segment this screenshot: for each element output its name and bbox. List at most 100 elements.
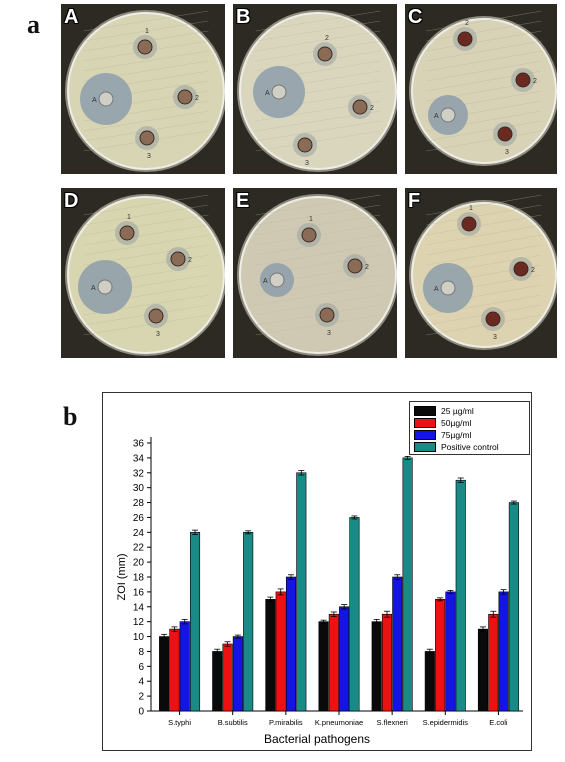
legend-label: Positive control bbox=[441, 441, 499, 452]
bar-3-4 bbox=[339, 606, 350, 712]
y-tick-label: 36 bbox=[133, 439, 145, 450]
plate-photo-b: 2 2 3 A B bbox=[233, 4, 397, 174]
y-tick-label: 20 bbox=[133, 558, 145, 569]
bar-4-1 bbox=[189, 532, 201, 712]
y-tick-label: 18 bbox=[133, 573, 145, 584]
svg-text:2: 2 bbox=[195, 95, 199, 102]
bar-3-5 bbox=[392, 576, 403, 712]
x-tick-label: S.typhi bbox=[168, 718, 191, 727]
svg-text:A: A bbox=[263, 278, 268, 285]
x-tick-label: B.subtilis bbox=[218, 718, 248, 727]
plate-photo-c: 2 2 3 A C bbox=[405, 4, 557, 174]
x-tick-label: K.pneumoniae bbox=[315, 718, 363, 727]
bar-1-3 bbox=[265, 599, 276, 712]
legend-entry: 75µg/ml bbox=[414, 429, 471, 440]
legend-swatch bbox=[414, 429, 436, 440]
svg-text:3: 3 bbox=[505, 149, 509, 156]
legend-label: 75µg/ml bbox=[441, 429, 472, 440]
y-tick-label: 34 bbox=[133, 453, 145, 464]
bar-2-7 bbox=[488, 613, 499, 712]
y-axis-label: ZOI (mm) bbox=[116, 553, 128, 600]
svg-text:3: 3 bbox=[156, 331, 160, 338]
plate-label: C bbox=[408, 6, 423, 28]
plate-label: D bbox=[64, 190, 79, 212]
legend-entry: 25 µg/ml bbox=[414, 405, 474, 416]
svg-text:3: 3 bbox=[493, 334, 497, 341]
y-tick-label: 32 bbox=[133, 468, 145, 479]
bar-2-3 bbox=[275, 591, 286, 712]
plate-photo-e: 1 2 3 A E bbox=[233, 188, 397, 358]
y-tick-label: 24 bbox=[133, 528, 145, 539]
svg-text:1: 1 bbox=[469, 205, 473, 212]
y-tick-label: 4 bbox=[138, 677, 144, 688]
svg-text:1: 1 bbox=[145, 28, 149, 35]
svg-text:2: 2 bbox=[365, 264, 369, 271]
x-tick-label: S.epidermidis bbox=[423, 718, 469, 727]
legend-swatch bbox=[414, 405, 436, 416]
bar-3-2 bbox=[232, 636, 243, 712]
y-tick-label: 22 bbox=[133, 543, 145, 554]
plate-label: A bbox=[64, 6, 79, 28]
x-tick-label: S.flexneri bbox=[377, 718, 409, 727]
y-tick-label: 0 bbox=[138, 707, 144, 718]
bar-1-1 bbox=[159, 636, 170, 712]
bar-1-2 bbox=[212, 651, 223, 712]
legend-swatch bbox=[414, 417, 436, 428]
bar-1-4 bbox=[318, 621, 329, 712]
bar-1-6 bbox=[424, 651, 435, 712]
y-tick-label: 2 bbox=[138, 692, 144, 703]
bar-2-6 bbox=[435, 599, 446, 712]
svg-text:A: A bbox=[265, 90, 270, 97]
plate-label: F bbox=[408, 190, 421, 212]
bar-1-5 bbox=[371, 621, 382, 712]
legend-label: 25 µg/ml bbox=[441, 405, 474, 416]
y-tick-label: 14 bbox=[133, 602, 145, 613]
y-tick-label: 12 bbox=[133, 617, 145, 628]
panel-b-label: b bbox=[63, 402, 78, 431]
svg-text:A: A bbox=[434, 113, 439, 120]
svg-text:3: 3 bbox=[305, 160, 309, 167]
bar-4-7 bbox=[508, 502, 519, 712]
svg-text:2: 2 bbox=[531, 267, 535, 274]
legend-entry: Positive control bbox=[414, 441, 499, 452]
x-tick-label: E.coli bbox=[489, 718, 508, 727]
bar-3-1 bbox=[179, 621, 190, 712]
svg-text:A: A bbox=[91, 285, 96, 292]
svg-text:3: 3 bbox=[147, 153, 151, 160]
y-tick-label: 6 bbox=[138, 662, 144, 673]
legend-swatch bbox=[414, 441, 436, 452]
y-tick-label: 30 bbox=[133, 483, 145, 494]
bar-4-3 bbox=[296, 472, 307, 712]
svg-text:A: A bbox=[434, 286, 439, 293]
bar-2-2 bbox=[222, 643, 233, 712]
bar-1-7 bbox=[477, 628, 489, 712]
plate-photo-f: 1 2 3 A F bbox=[405, 188, 557, 358]
plate-photo-d: 1 2 3 A D bbox=[61, 188, 225, 358]
svg-text:3: 3 bbox=[327, 330, 331, 337]
svg-text:1: 1 bbox=[309, 216, 313, 223]
bar-4-6 bbox=[455, 479, 466, 712]
y-tick-label: 28 bbox=[133, 498, 145, 509]
svg-text:A: A bbox=[92, 97, 97, 104]
svg-text:2: 2 bbox=[465, 20, 469, 27]
legend-entry: 50µg/ml bbox=[414, 417, 471, 428]
x-axis-label: Bacterial pathogens bbox=[264, 732, 370, 746]
svg-text:2: 2 bbox=[533, 78, 537, 85]
bar-2-4 bbox=[328, 613, 339, 712]
bar-3-6 bbox=[445, 591, 456, 712]
bar-2-1 bbox=[169, 628, 180, 712]
y-tick-label: 8 bbox=[138, 647, 144, 658]
svg-text:2: 2 bbox=[370, 105, 374, 112]
plate-label: E bbox=[236, 190, 250, 212]
svg-text:1: 1 bbox=[127, 214, 131, 221]
bar-2-5 bbox=[381, 613, 393, 712]
y-tick-label: 10 bbox=[133, 632, 145, 643]
y-tick-label: 26 bbox=[133, 513, 145, 524]
x-tick-label: P.mirabilis bbox=[269, 718, 303, 727]
legend-label: 50µg/ml bbox=[441, 417, 472, 428]
bar-4-5 bbox=[402, 457, 413, 712]
svg-text:2: 2 bbox=[325, 35, 329, 42]
plate-label: B bbox=[236, 6, 251, 28]
bar-4-4 bbox=[349, 517, 360, 712]
